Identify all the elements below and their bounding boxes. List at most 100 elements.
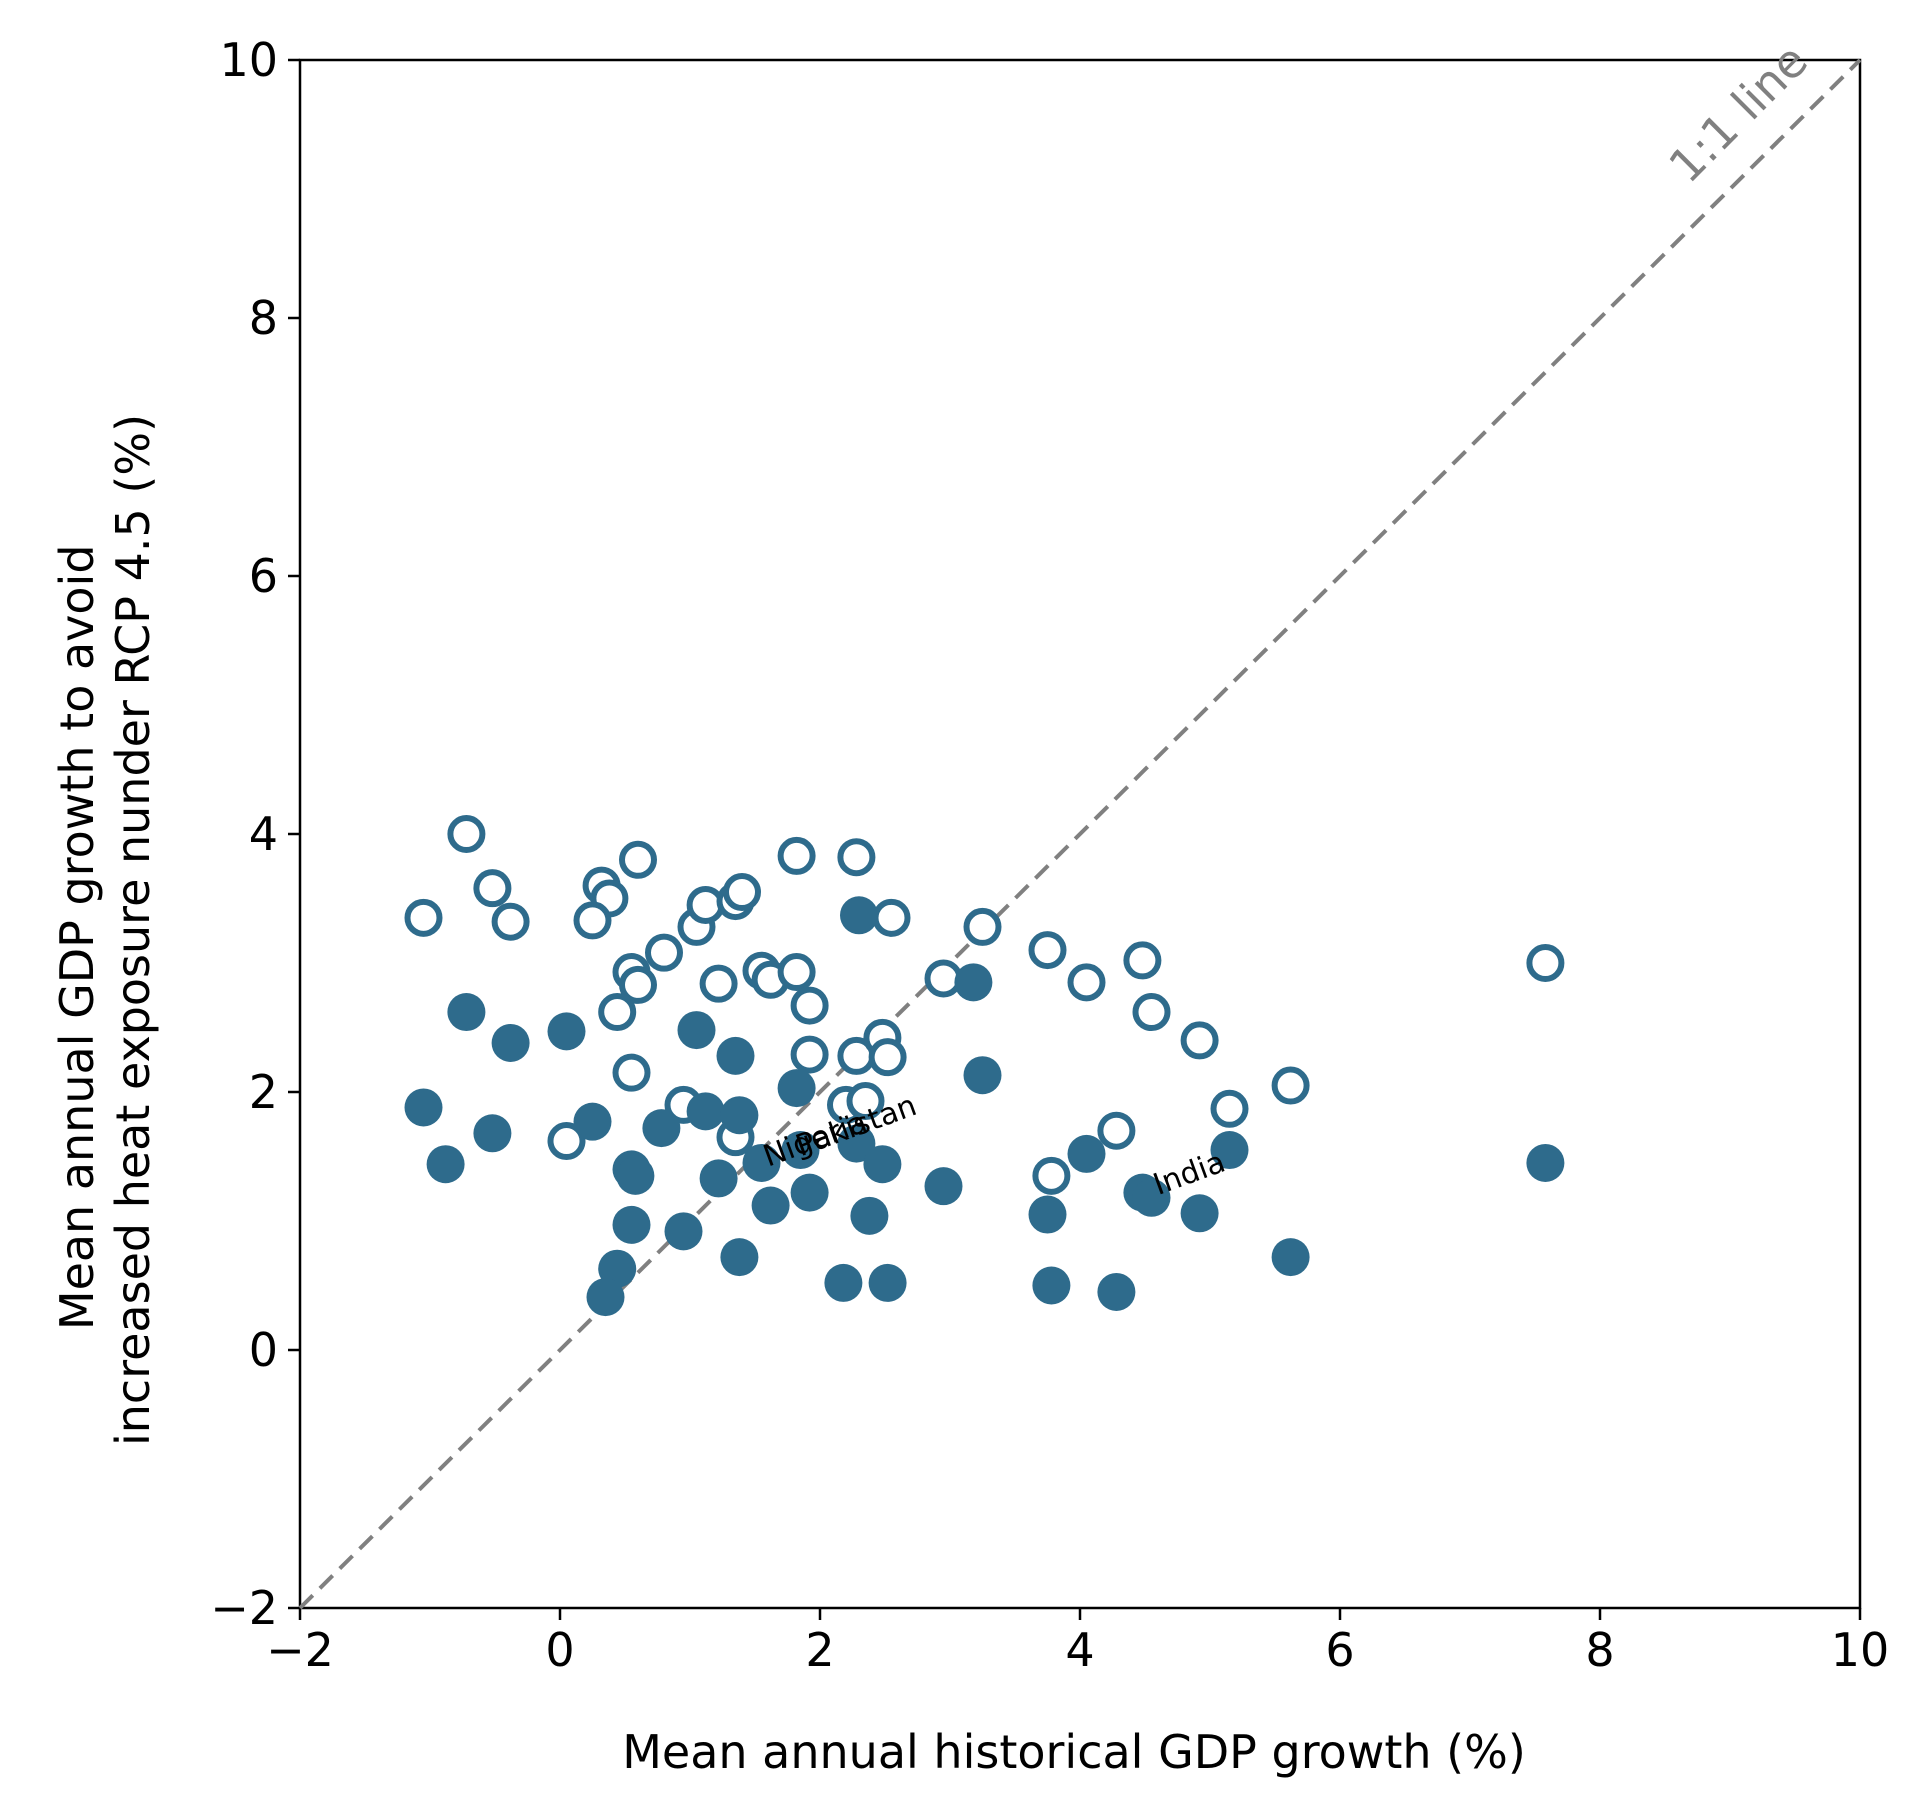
x-tick-label: −2 [266, 1623, 334, 1677]
data-points [404, 815, 1565, 1317]
y-tick-label: −2 [210, 1581, 278, 1635]
one-to-one-line [298, 58, 1862, 1610]
open-data-point [645, 933, 683, 972]
open-data-point [699, 964, 738, 1003]
open-data-point [1123, 941, 1162, 980]
filled-data-point [1271, 1238, 1310, 1277]
filled-data-point [426, 1145, 465, 1184]
open-data-point [404, 898, 443, 937]
open-data-point [723, 873, 761, 912]
y-axis-label-line-1: Mean annual GDP growth to avoid [50, 544, 104, 1330]
open-data-point [612, 1053, 651, 1092]
filled-data-point [720, 1096, 759, 1135]
filled-data-point [447, 993, 486, 1032]
open-data-point [872, 898, 911, 937]
filled-data-point [642, 1109, 681, 1148]
filled-data-point [781, 1131, 820, 1170]
x-tick-label: 6 [1325, 1623, 1354, 1677]
open-data-point [598, 993, 637, 1032]
filled-data-point [777, 1069, 816, 1108]
open-data-point [619, 840, 657, 879]
one-to-one-line-label: 1:1 line [1658, 33, 1818, 193]
filled-data-point [751, 1186, 790, 1225]
x-tick-label: 2 [805, 1623, 834, 1677]
y-tick-label: 4 [249, 807, 278, 861]
filled-data-point [720, 1238, 759, 1277]
open-data-point [547, 1122, 586, 1161]
y-tick-label: 8 [249, 291, 278, 345]
filled-data-point [1526, 1143, 1565, 1182]
open-data-point [924, 959, 963, 998]
open-data-point [837, 838, 876, 877]
reference-line-group: 1:1 line [298, 33, 1862, 1610]
open-data-point [1032, 1156, 1071, 1195]
filled-data-point [1067, 1134, 1106, 1173]
open-data-point [1271, 1066, 1310, 1105]
filled-data-point [963, 1056, 1002, 1095]
filled-data-point [404, 1088, 443, 1127]
y-axis-label: Mean annual GDP growth to avoid increase… [50, 414, 160, 1446]
filled-data-point [473, 1114, 512, 1153]
x-tick-label: 8 [1585, 1623, 1614, 1677]
filled-data-point [686, 1092, 725, 1131]
filled-data-point [586, 1278, 625, 1317]
open-data-point [1028, 931, 1067, 970]
y-tick-label: 0 [249, 1323, 278, 1377]
open-data-point [1067, 963, 1106, 1002]
open-data-point [473, 869, 512, 908]
country-annotation: India [1149, 1145, 1230, 1203]
filled-data-point [1210, 1131, 1249, 1170]
open-data-point [1132, 993, 1171, 1032]
open-data-point [1210, 1089, 1249, 1128]
open-data-point [619, 965, 657, 1004]
filled-data-point [573, 1102, 612, 1141]
filled-data-point [954, 963, 993, 1002]
open-data-point [777, 953, 816, 992]
open-data-point [1097, 1111, 1136, 1150]
filled-data-point [824, 1263, 863, 1302]
filled-data-point [1132, 1178, 1171, 1217]
open-data-point [777, 836, 816, 875]
filled-data-point [491, 1023, 530, 1062]
open-data-point [790, 986, 829, 1025]
filled-data-point [1028, 1195, 1067, 1234]
filled-data-point [547, 1012, 586, 1051]
open-data-point [1180, 1021, 1219, 1060]
open-data-point [447, 815, 486, 853]
filled-data-point [790, 1173, 829, 1212]
filled-data-point [664, 1212, 703, 1251]
x-tick-label: 0 [545, 1623, 574, 1677]
x-tick-label: 4 [1065, 1623, 1094, 1677]
open-data-point [790, 1035, 829, 1074]
filled-data-point [742, 1143, 781, 1182]
open-data-point [1526, 944, 1565, 982]
y-axis-label-line-2: increased heat exposure nunder RCP 4.5 (… [106, 414, 160, 1446]
filled-data-point [616, 1156, 655, 1195]
y-tick-label: 2 [249, 1065, 278, 1119]
x-tick-label: 10 [1831, 1623, 1890, 1677]
filled-data-point [1032, 1266, 1071, 1305]
filled-data-point [837, 1124, 876, 1163]
filled-data-point [924, 1167, 963, 1206]
filled-data-point [699, 1159, 738, 1198]
y-tick-label: 6 [249, 549, 278, 603]
filled-data-point [677, 1011, 716, 1050]
filled-data-point [863, 1145, 902, 1184]
filled-data-point [840, 896, 878, 935]
filled-data-point [850, 1196, 889, 1235]
filled-data-point [612, 1205, 651, 1244]
open-data-point [846, 1082, 885, 1121]
filled-data-point [716, 1036, 755, 1075]
open-data-point [573, 901, 612, 940]
filled-data-point [1097, 1272, 1136, 1311]
open-data-point [491, 902, 530, 941]
open-data-point [686, 885, 725, 924]
y-tick-label: 10 [219, 33, 278, 87]
open-data-point [963, 907, 1002, 946]
axes: −2 0 2 4 6 8 10 −2 0 2 4 6 8 10 [210, 33, 1889, 1677]
filled-data-point [598, 1249, 637, 1288]
open-data-point [868, 1038, 907, 1077]
filled-data-point [1180, 1194, 1219, 1233]
filled-data-point [868, 1263, 907, 1302]
